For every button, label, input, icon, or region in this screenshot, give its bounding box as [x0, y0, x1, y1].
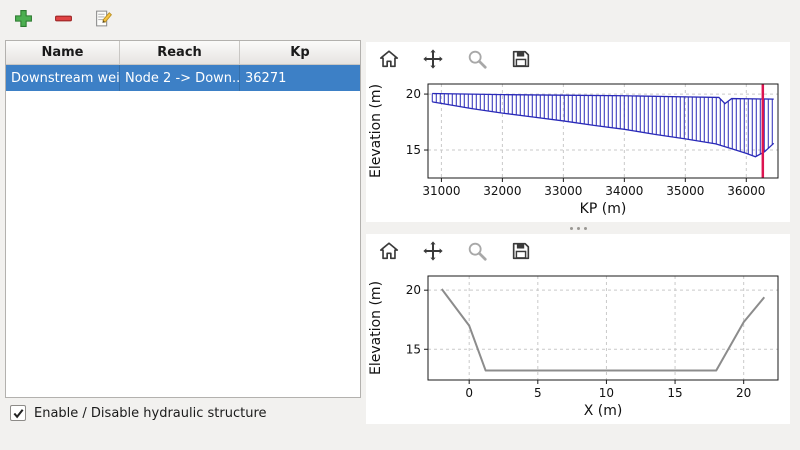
svg-text:31000: 31000 [422, 184, 460, 198]
svg-text:20: 20 [406, 87, 421, 101]
svg-text:15: 15 [406, 342, 421, 356]
column-header-kp[interactable]: Kp [290, 45, 310, 60]
zoom-icon [468, 242, 487, 261]
svg-text:15: 15 [667, 386, 682, 400]
cell-kp: 36271 [245, 70, 287, 86]
edit-structure-button[interactable] [90, 5, 116, 31]
splitter-handle[interactable] [560, 225, 596, 232]
svg-text:Elevation (m): Elevation (m) [368, 84, 384, 178]
home-icon [379, 242, 399, 260]
pan-icon [423, 49, 443, 69]
svg-text:0: 0 [465, 386, 473, 400]
table-header: Name Reach Kp [6, 41, 360, 65]
svg-text:36000: 36000 [727, 184, 765, 198]
svg-text:KP (m): KP (m) [580, 201, 627, 217]
svg-text:20: 20 [736, 386, 751, 400]
pan-button[interactable] [420, 46, 446, 72]
column-header-reach[interactable]: Reach [120, 41, 240, 64]
svg-text:10: 10 [599, 386, 614, 400]
cell-name: Downstream weir [6, 65, 120, 91]
enable-structure-row: Enable / Disable hydraulic structure [10, 405, 267, 421]
svg-text:32000: 32000 [483, 184, 521, 198]
remove-structure-button[interactable] [50, 5, 76, 31]
cross-section-chart[interactable]: 0 5 10 15 20 15 20 X (m) Elevation (m) [366, 268, 790, 424]
home-button[interactable] [376, 238, 402, 264]
svg-text:33000: 33000 [544, 184, 582, 198]
table-row[interactable]: Downstream weir Node 2 -> Down... 36271 [6, 65, 360, 91]
enable-structure-checkbox[interactable] [10, 405, 26, 421]
svg-text:20: 20 [406, 283, 421, 297]
svg-text:15: 15 [406, 143, 421, 157]
column-header-name[interactable]: Name [6, 41, 120, 64]
profile-plot-toolbar [366, 42, 790, 76]
svg-text:34000: 34000 [605, 184, 643, 198]
svg-text:35000: 35000 [666, 184, 704, 198]
plus-icon [14, 9, 32, 27]
pan-button[interactable] [420, 238, 446, 264]
save-button[interactable] [508, 238, 534, 264]
svg-text:Elevation (m): Elevation (m) [368, 281, 384, 375]
section-plot-toolbar [366, 234, 790, 268]
main-toolbar [0, 0, 800, 36]
pan-icon [423, 241, 443, 261]
longitudinal-profile-chart[interactable]: 31000 32000 33000 34000 35000 36000 15 20 KP (m)… [366, 76, 790, 222]
save-icon [512, 50, 530, 68]
cross-section-figure: 0 5 10 15 20 15 20 X (m) Elevation (m) [366, 234, 790, 424]
save-icon [512, 242, 530, 260]
cell-reach: Node 2 -> Down... [120, 65, 240, 91]
home-icon [379, 50, 399, 68]
minus-icon [54, 15, 72, 21]
zoom-icon [468, 50, 487, 69]
add-structure-button[interactable] [10, 5, 36, 31]
edit-icon [95, 10, 112, 26]
enable-structure-label: Enable / Disable hydraulic structure [34, 405, 267, 421]
check-icon [13, 408, 23, 418]
longitudinal-profile-figure: 31000 32000 33000 34000 35000 36000 15 20 KP (m)… [366, 42, 790, 222]
zoom-button[interactable] [464, 46, 490, 72]
structures-table: Name Reach Kp Downstream weir Node 2 -> … [5, 40, 361, 398]
home-button[interactable] [376, 46, 402, 72]
svg-text:X (m): X (m) [584, 403, 623, 419]
svg-text:5: 5 [534, 386, 542, 400]
zoom-button[interactable] [464, 238, 490, 264]
save-button[interactable] [508, 46, 534, 72]
